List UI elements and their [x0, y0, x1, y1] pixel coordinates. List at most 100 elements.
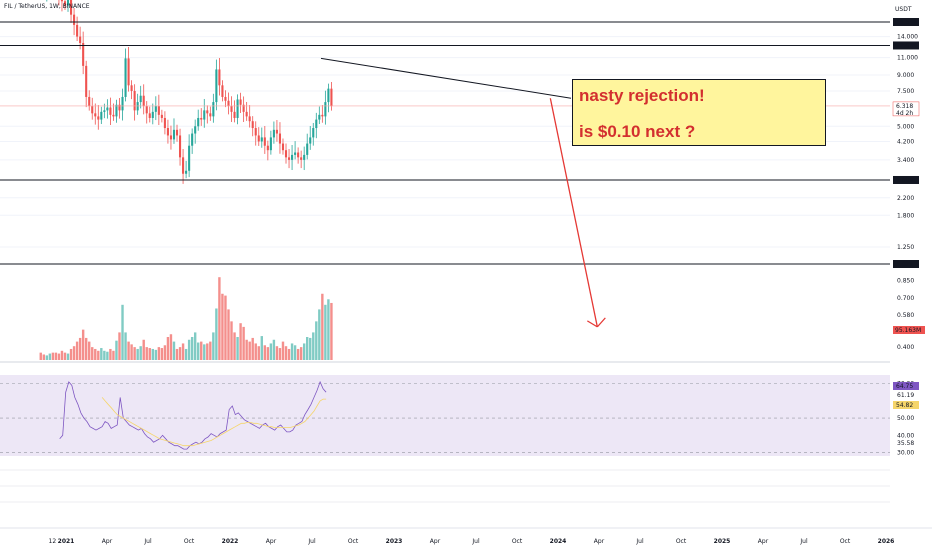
volume-bar [163, 345, 167, 360]
volume-bar [124, 332, 127, 360]
volume-bar [133, 347, 136, 360]
rsi-tick-label: 50.00 [897, 415, 914, 422]
candle-body [151, 111, 154, 118]
volume-bar [166, 337, 170, 360]
volume-bar [309, 337, 312, 360]
candle-body [284, 150, 288, 158]
candle-body [166, 128, 169, 136]
candle-body [330, 88, 333, 107]
level-label: 2.699 [896, 177, 913, 184]
candle-body [275, 129, 278, 134]
volume-bar [91, 347, 94, 360]
rsi-value-box [893, 382, 919, 390]
candle-body [139, 95, 142, 103]
volume-bar [130, 344, 133, 360]
candle-body [163, 117, 166, 129]
volume-bar [203, 344, 206, 360]
candle-body [182, 157, 185, 174]
candle-body [300, 157, 303, 160]
candle-body [224, 96, 227, 101]
candle-body [324, 102, 327, 117]
volume-bar [266, 347, 270, 360]
volume-bar [112, 350, 115, 360]
annotation-box: nasty rejection! is $0.10 next ? [572, 79, 826, 146]
candle-body [257, 135, 260, 142]
volume-bar [318, 309, 321, 360]
volume-bar [284, 346, 288, 360]
volume-bar [184, 348, 188, 360]
candle-body [169, 135, 173, 140]
volume-bar [106, 351, 109, 360]
volume-bar [257, 346, 260, 360]
volume-bar [97, 350, 100, 360]
time-axis: 12 2021 Apr Jul Oct 2022 Apr Jul Oct 2023 Apr Jul Oc… [0, 527, 932, 545]
time-tick-label: 12 [49, 538, 57, 545]
volume-bar [154, 349, 158, 360]
candle-body [318, 114, 321, 120]
time-tick-label: Oct [676, 538, 687, 545]
candle-body [106, 107, 109, 111]
volume-bar [227, 309, 230, 360]
volume-bar [115, 340, 118, 360]
candle-body [148, 113, 151, 118]
candle-body [82, 43, 85, 66]
volume-bar [160, 348, 164, 360]
rsi-pane [0, 361, 890, 503]
volume-bar [42, 354, 45, 360]
rsi-extra-box [893, 401, 919, 409]
volume-bar [248, 341, 251, 360]
candle-body [124, 58, 127, 97]
candle-body [185, 170, 188, 174]
volume-bar [254, 343, 257, 360]
level-label-box [893, 18, 919, 26]
volume-bar [293, 345, 297, 360]
candle-body [245, 111, 248, 117]
candle-body [188, 145, 191, 171]
rsi-line [59, 380, 327, 450]
volume-bar [45, 355, 49, 360]
volume-bar [221, 293, 224, 360]
volume-bar [121, 304, 124, 360]
level-label-box [893, 41, 919, 50]
volume-bar [88, 341, 91, 360]
price-tick-label: 7.500 [897, 88, 914, 95]
time-tick-label: 2026 [878, 538, 895, 545]
volume-bar [206, 343, 209, 360]
volume-bar [306, 337, 309, 360]
time-tick-label: Oct [840, 538, 851, 545]
volume-bar [287, 348, 291, 360]
volume-bar [215, 308, 218, 360]
candle-body [209, 113, 212, 117]
volume-bars [39, 277, 333, 360]
candle-body [172, 129, 176, 140]
volume-bar [269, 343, 273, 360]
volume-bar [260, 336, 263, 360]
candle-body [203, 110, 206, 120]
annotation-line2: is $0.10 next ? [579, 122, 696, 141]
candle-body [136, 102, 139, 111]
candle-body [191, 133, 194, 146]
grid [0, 36, 890, 248]
candle-body [294, 152, 297, 155]
volume-bar [181, 343, 185, 360]
volume-bar [187, 339, 191, 360]
candle-body [212, 102, 215, 117]
candle-body [306, 143, 309, 155]
candle-body [272, 129, 275, 138]
volume-bar [72, 346, 76, 360]
price-tick-label: 5.000 [897, 123, 914, 130]
level-label-box [893, 175, 919, 184]
candle-body [94, 113, 97, 117]
volume-bar [327, 299, 330, 360]
candle-body [297, 152, 300, 158]
volume-bar [302, 343, 306, 360]
time-tick-label: Jul [471, 538, 480, 545]
volume-bar [63, 352, 67, 360]
candle-body [197, 117, 200, 127]
volume-label: 95.163M [895, 327, 921, 334]
candle-body [85, 65, 88, 97]
last-price-box [892, 101, 920, 117]
volume-bar [136, 348, 139, 360]
price-tick-label: 0.400 [897, 344, 914, 351]
rsi-ma-label: 61.19 [897, 392, 914, 399]
